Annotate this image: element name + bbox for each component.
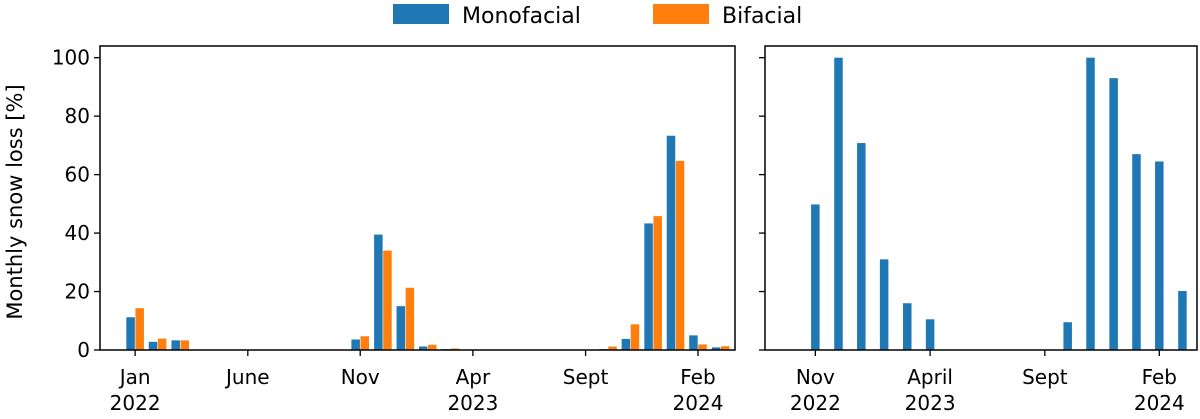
legend-swatch-monofacial (393, 4, 449, 24)
left-y-tick-label: 0 (77, 338, 90, 362)
right-x-tick-year-label: 2024 (1134, 391, 1185, 415)
right-x-tick-label: Nov (796, 365, 835, 389)
left-x-tick-label: Apr (456, 365, 491, 389)
legend-label-monofacial: Monofacial (462, 4, 581, 29)
left-x-tick-year-label: 2024 (673, 391, 724, 415)
legend: Monofacial Bifacial (393, 4, 802, 29)
left-bar-bifacial (428, 344, 437, 350)
left-bar-bifacial (180, 340, 190, 350)
right-bar-monofacial (903, 303, 912, 350)
left-bar-monofacial (171, 340, 180, 350)
left-bar-monofacial (621, 338, 631, 350)
left-bar-monofacial (418, 346, 428, 350)
right-axes-frame (764, 45, 1198, 351)
right-x-tick-year-label: 2022 (790, 391, 841, 415)
left-bar-bifacial (630, 324, 640, 350)
left-x-tick-year-label: 2023 (447, 391, 498, 415)
left-bar-monofacial (148, 341, 158, 350)
left-bar-monofacial (374, 234, 383, 350)
right-bar-monofacial (1063, 322, 1072, 350)
left-y-tick-label: 40 (65, 221, 90, 245)
left-x-tick-label: Jan (118, 365, 151, 389)
left-bar-bifacial (405, 287, 415, 350)
right-bar-monofacial (834, 57, 843, 350)
right-x-tick-label: Feb (1142, 365, 1177, 389)
right-bar-monofacial (879, 259, 889, 350)
right-bar-monofacial (925, 319, 935, 350)
right-bar-monofacial (857, 143, 866, 350)
left-bar-bifacial (675, 160, 685, 350)
y-axis-label: Monthly snow loss [%] (3, 84, 27, 319)
left-bar-bifacial (720, 346, 730, 350)
left-y-tick-label: 100 (52, 46, 90, 70)
left-x-tick-label: Sept (563, 365, 609, 389)
left-bar-monofacial (711, 347, 721, 350)
left-y-tick-label: 20 (65, 280, 90, 304)
right-x-tick-label: Sept (1022, 365, 1068, 389)
left-bar-monofacial (689, 335, 698, 350)
legend-swatch-bifacial (653, 4, 709, 24)
left-x-tick-year-label: 2022 (110, 391, 161, 415)
left-bar-monofacial (396, 306, 406, 350)
right-bar-monofacial (1109, 78, 1118, 351)
left-bar-bifacial (383, 250, 392, 350)
left-x-tick-label: June (224, 365, 270, 389)
right-bar-monofacial (1155, 161, 1164, 350)
left-bar-bifacial (698, 344, 707, 350)
left-bar-monofacial (351, 339, 360, 350)
right-bar-monofacial (811, 204, 820, 350)
left-x-tick-label: Feb (680, 365, 715, 389)
left-bar-bifacial (135, 308, 144, 350)
right-bar-monofacial (1086, 57, 1095, 350)
left-y-tick-label: 80 (65, 104, 90, 128)
left-bar-monofacial (644, 223, 653, 350)
left-y-tick-label: 60 (65, 163, 90, 187)
right-bar-monofacial (1178, 290, 1187, 350)
left-axes-frame (99, 45, 736, 351)
left-bar-monofacial (666, 135, 676, 350)
right-bar-monofacial (1132, 154, 1141, 350)
right-x-tick-label: April (907, 365, 953, 389)
left-bar-bifacial (157, 338, 167, 350)
left-x-tick-label: Nov (341, 365, 380, 389)
left-bar-bifacial (653, 216, 662, 350)
left-bar-bifacial (360, 336, 370, 350)
left-bar-bifacial (608, 346, 617, 350)
right-x-tick-year-label: 2023 (905, 391, 956, 415)
legend-label-bifacial: Bifacial (722, 4, 802, 29)
left-bar-monofacial (126, 317, 135, 350)
